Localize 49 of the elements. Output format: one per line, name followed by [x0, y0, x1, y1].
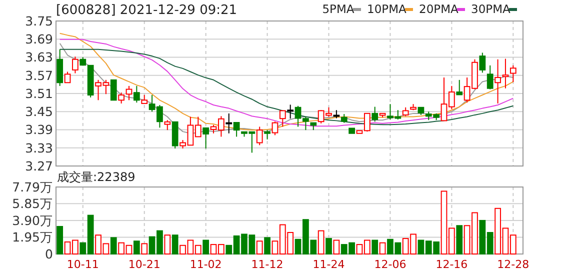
x-tick-label: 11-24: [312, 258, 345, 271]
y-tick-label: 3.57: [25, 68, 53, 83]
bar: [110, 237, 117, 254]
y-tick-label: 3.45: [25, 104, 53, 119]
bar: [456, 225, 463, 254]
bar: [141, 243, 148, 254]
x-tick-label: 10-11: [66, 258, 99, 271]
legend-label: 10PMA: [367, 2, 406, 16]
y-tick-label: 7.79万: [12, 179, 53, 194]
candlestick: [226, 112, 232, 134]
bar: [164, 234, 171, 254]
y-tick-label: 1.95万: [12, 230, 53, 245]
x-tick-label: 12-16: [436, 258, 468, 271]
legend-label: 30PMA: [471, 2, 510, 16]
bar: [202, 240, 210, 254]
bar: [264, 237, 270, 254]
y-tick-label: 5.85万: [12, 196, 53, 212]
x-tick-label: 12-28: [497, 258, 530, 271]
y-tick-label: 3.75: [25, 13, 53, 28]
bar: [133, 240, 140, 254]
x-tick-label: 11-12: [251, 258, 284, 271]
legend-label: 5PMA: [322, 2, 354, 16]
candlestick: [126, 85, 132, 101]
y-tick-label: 3.33: [25, 140, 53, 156]
candlestick: [502, 58, 509, 89]
bar: [372, 240, 378, 254]
y-tick-label: 3.51: [25, 86, 53, 101]
candlestick: [494, 58, 501, 104]
candlestick: [72, 56, 78, 74]
y-tick-label: 0: [45, 246, 54, 262]
y-tick-label: 3.69: [25, 32, 54, 46]
bar: [172, 234, 178, 254]
candlestick: [56, 48, 64, 86]
y-tick-label: 3.27: [25, 158, 53, 174]
bar: [326, 238, 332, 254]
y-tick-label: 3.63: [25, 50, 53, 65]
x-tick-label: 10-21: [128, 258, 160, 271]
bar: [379, 242, 386, 254]
y-tick-label: 3.39: [25, 122, 54, 138]
bar: [333, 240, 340, 254]
chart-title: [600828] 2021-12-29 09:21: [56, 3, 238, 18]
x-tick-label: 12-06: [374, 258, 406, 271]
y-tick-label: 3.90万: [12, 212, 53, 228]
legend-label: 20PMA: [419, 2, 458, 16]
bar: [256, 240, 263, 254]
bar: [56, 226, 64, 254]
bar: [318, 230, 324, 254]
x-tick-label: 11-02: [190, 258, 222, 271]
text: 成交量:22389: [57, 170, 136, 184]
